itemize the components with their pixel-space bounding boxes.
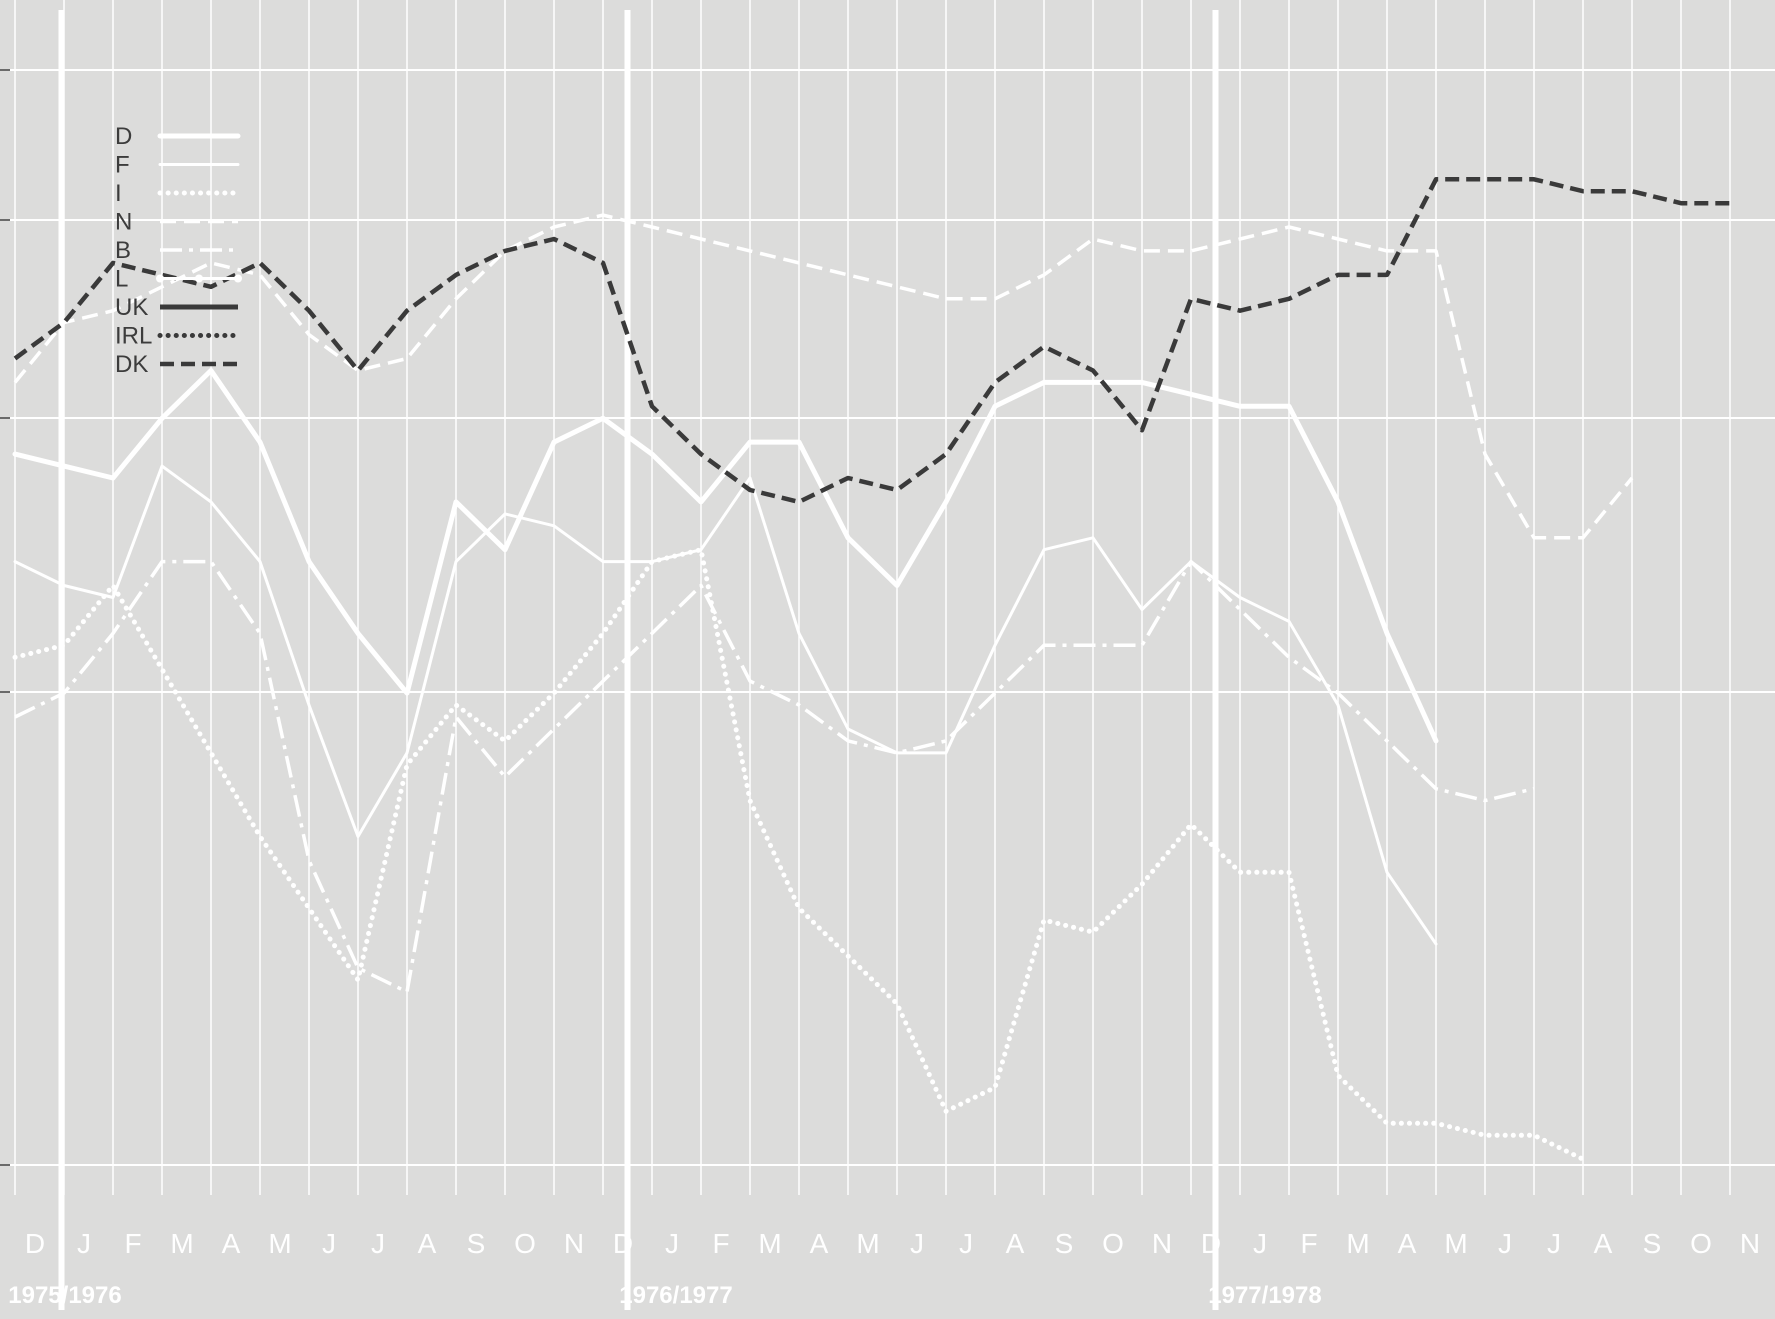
legend-marker-dot	[156, 274, 164, 283]
x-tick-label: J	[371, 1228, 385, 1259]
x-tick-label: D	[1201, 1228, 1221, 1259]
x-tick-label: S	[1055, 1228, 1074, 1259]
x-tick-label: J	[1253, 1228, 1267, 1259]
x-tick-label: M	[268, 1228, 291, 1259]
x-tick-label: D	[25, 1228, 45, 1259]
x-tick-label: S	[1643, 1228, 1662, 1259]
x-tick-label: O	[514, 1228, 536, 1259]
x-tick-label: M	[1346, 1228, 1369, 1259]
x-tick-label: A	[418, 1228, 437, 1259]
legend-marker-dot	[195, 274, 203, 283]
x-tick-label: A	[810, 1228, 829, 1259]
legend-label-d: D	[115, 123, 132, 150]
x-tick-label: A	[1006, 1228, 1025, 1259]
x-tick-label: N	[564, 1228, 584, 1259]
x-tick-label: F	[1300, 1228, 1317, 1259]
x-tick-label: J	[322, 1228, 336, 1259]
legend-label-i: I	[115, 180, 122, 207]
legend-label-n: N	[115, 209, 132, 236]
x-tick-label: D	[613, 1228, 633, 1259]
x-tick-label: A	[222, 1228, 241, 1259]
x-tick-label: N	[1152, 1228, 1172, 1259]
x-tick-label: J	[910, 1228, 924, 1259]
x-tick-label: A	[1398, 1228, 1417, 1259]
legend-label-f: F	[115, 152, 130, 179]
x-tick-label: O	[1690, 1228, 1712, 1259]
series-line-i	[12, 547, 1586, 1162]
series-line-dk	[13, 177, 1730, 505]
x-tick-label: A	[1594, 1228, 1613, 1259]
series-line-d	[12, 368, 1439, 744]
period-label: 1975/1976	[8, 1282, 121, 1309]
x-tick-label: M	[170, 1228, 193, 1259]
legend-label-uk: UK	[115, 294, 148, 321]
x-tick-label: F	[712, 1228, 729, 1259]
x-tick-label: M	[758, 1228, 781, 1259]
x-tick-label: J	[77, 1228, 91, 1259]
legend-label-dk: DK	[115, 351, 148, 378]
x-tick-label: M	[856, 1228, 879, 1259]
x-tick-label: J	[1547, 1228, 1561, 1259]
series-line-n	[13, 213, 1634, 540]
series-layer	[12, 177, 1730, 1162]
x-tick-label: S	[467, 1228, 486, 1259]
period-label: 1976/1977	[619, 1282, 732, 1309]
series-line-b	[14, 559, 1535, 994]
x-tick-label: M	[1444, 1228, 1467, 1259]
x-tick-label: N	[1740, 1228, 1760, 1259]
period-label: 1977/1978	[1208, 1282, 1321, 1309]
x-tick-label: O	[1102, 1228, 1124, 1259]
legend-label-l: L	[115, 266, 128, 293]
legend-label-b: B	[115, 237, 131, 264]
x-tick-label: F	[124, 1228, 141, 1259]
legend-marker-dot	[234, 274, 242, 283]
x-tick-label: J	[959, 1228, 973, 1259]
period-labels: 1975/1976 1976/1977 1977/1978	[8, 1282, 1321, 1309]
x-tick-label: J	[1498, 1228, 1512, 1259]
legend-label-irl: IRL	[115, 323, 152, 350]
x-tick-label: J	[665, 1228, 679, 1259]
